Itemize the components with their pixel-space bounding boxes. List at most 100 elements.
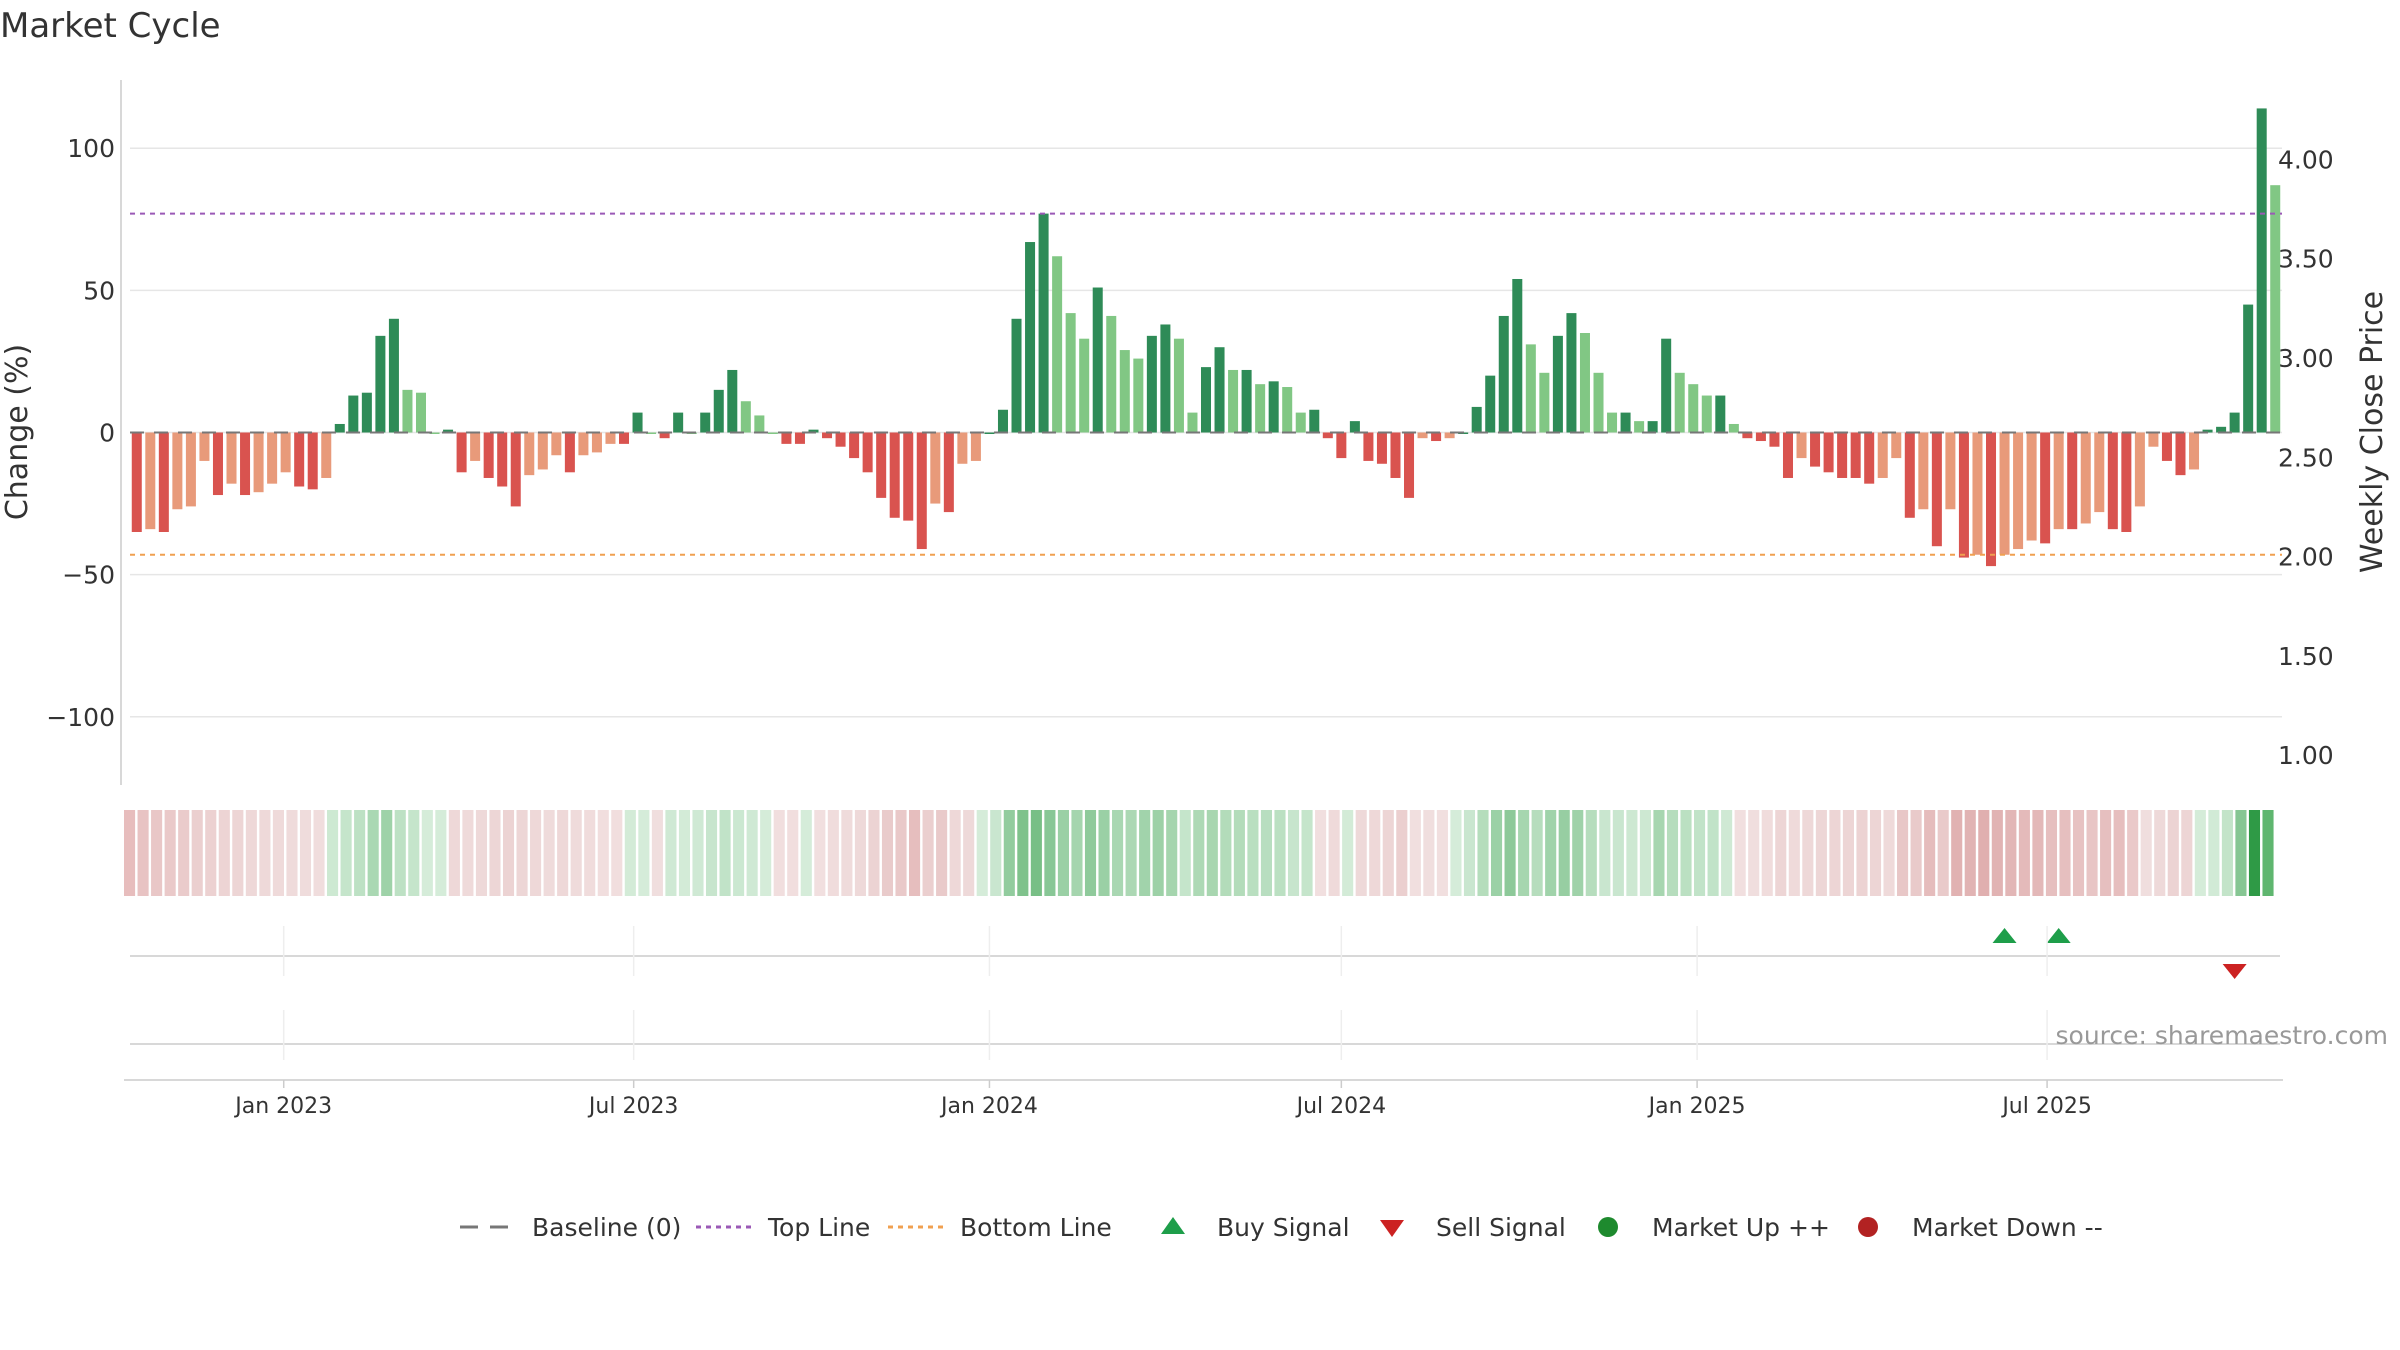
strip-cell — [624, 810, 636, 896]
strip-cell — [1423, 810, 1435, 896]
bar — [564, 432, 575, 473]
bar — [2161, 432, 2172, 461]
strip-cell — [2086, 810, 2098, 896]
strip-cell — [557, 810, 569, 896]
bar — [1620, 412, 1631, 433]
strip-cell — [1030, 810, 1042, 896]
legend-label: Baseline (0) — [532, 1213, 681, 1242]
legend-item: Buy Signal — [1161, 1213, 1350, 1242]
bar — [794, 432, 805, 444]
strip-cell — [1951, 810, 1963, 896]
bar — [510, 432, 521, 507]
strip-cell — [313, 810, 325, 896]
bar — [361, 392, 372, 433]
y-tick-label: −100 — [46, 703, 115, 732]
strip-cell — [719, 810, 731, 896]
bar — [619, 432, 630, 444]
bar — [199, 432, 210, 461]
strip-cell — [1897, 810, 1909, 896]
strip-cell — [1233, 810, 1245, 896]
bar — [524, 432, 535, 476]
strip-cell — [286, 810, 298, 896]
sell-signal-marker — [2222, 964, 2247, 979]
bar — [740, 401, 751, 433]
strip-cell — [1558, 810, 1570, 896]
strip-cell — [1829, 810, 1841, 896]
bar — [822, 432, 833, 439]
bar — [1837, 432, 1848, 478]
bar — [1999, 432, 2010, 555]
strip-cell — [489, 810, 501, 896]
bar — [226, 432, 237, 484]
strip-cell — [1639, 810, 1651, 896]
strip-cell — [340, 810, 352, 896]
strip-cell — [1355, 810, 1367, 896]
bar — [578, 432, 589, 456]
bar — [2189, 432, 2200, 470]
bar — [1431, 432, 1442, 442]
bar — [916, 432, 927, 550]
strip-cell — [151, 810, 163, 896]
strip-cell — [1626, 810, 1638, 896]
y-axis-right: 4.00 3.50 3.00 2.50 2.00 1.50 1.00 — [2278, 145, 2334, 770]
strip-cell — [408, 810, 420, 896]
strip-cell — [394, 810, 406, 896]
strip-cell — [1274, 810, 1286, 896]
strip-cell — [868, 810, 880, 896]
bar — [1796, 432, 1807, 459]
bar — [2256, 108, 2267, 433]
bar — [1255, 384, 1266, 433]
y-tick-label: 100 — [67, 134, 115, 163]
strip-cell — [1761, 810, 1773, 896]
bar — [1146, 335, 1157, 433]
strip-cell — [1612, 810, 1624, 896]
bar — [1972, 432, 1983, 555]
strip-cell — [1842, 810, 1854, 896]
legend-item: Market Down -- — [1858, 1213, 2103, 1242]
bar — [2080, 432, 2091, 524]
strip-cell — [936, 810, 948, 896]
y-right-tick-label: 3.00 — [2278, 344, 2334, 373]
y-right-tick-label: 4.00 — [2278, 145, 2334, 174]
strip-cell — [1044, 810, 1056, 896]
bar — [294, 432, 305, 487]
strip-cell — [1220, 810, 1232, 896]
chart-title: Market Cycle — [0, 6, 221, 46]
bar — [131, 432, 142, 532]
strip-cell — [1964, 810, 1976, 896]
bar — [903, 432, 914, 521]
legend-item: Bottom Line — [888, 1213, 1112, 1242]
strip-cell — [1707, 810, 1719, 896]
legend-swatch — [1161, 1217, 1185, 1234]
strip-cell — [1328, 810, 1340, 896]
strip-cell — [2018, 810, 2030, 896]
y-right-tick-label: 2.50 — [2278, 443, 2334, 472]
bar — [1674, 372, 1685, 433]
bar — [1904, 432, 1915, 518]
bar — [497, 432, 508, 487]
strip-cell — [1694, 810, 1706, 896]
bar — [1187, 412, 1198, 433]
strip-cell — [814, 810, 826, 896]
bar — [1661, 338, 1672, 433]
strip-cell — [1788, 810, 1800, 896]
x-tick-label: Jan 2024 — [939, 1094, 1038, 1119]
bar — [957, 432, 968, 464]
bar — [1552, 335, 1563, 433]
bar — [767, 432, 778, 434]
y-tick-label: 0 — [99, 419, 115, 448]
bar — [1025, 242, 1036, 433]
strip-cell — [841, 810, 853, 896]
vertical-gridlines — [282, 926, 2048, 1060]
legend-label: Buy Signal — [1217, 1213, 1350, 1242]
bar — [1119, 350, 1130, 433]
legend-label: Sell Signal — [1436, 1213, 1566, 1242]
strip-cell — [990, 810, 1002, 896]
strip-cell — [1369, 810, 1381, 896]
bar — [889, 432, 900, 518]
bar — [158, 432, 169, 532]
strip-cell — [881, 810, 894, 896]
bar — [1607, 412, 1618, 433]
bar — [375, 335, 386, 433]
bar — [483, 432, 494, 478]
